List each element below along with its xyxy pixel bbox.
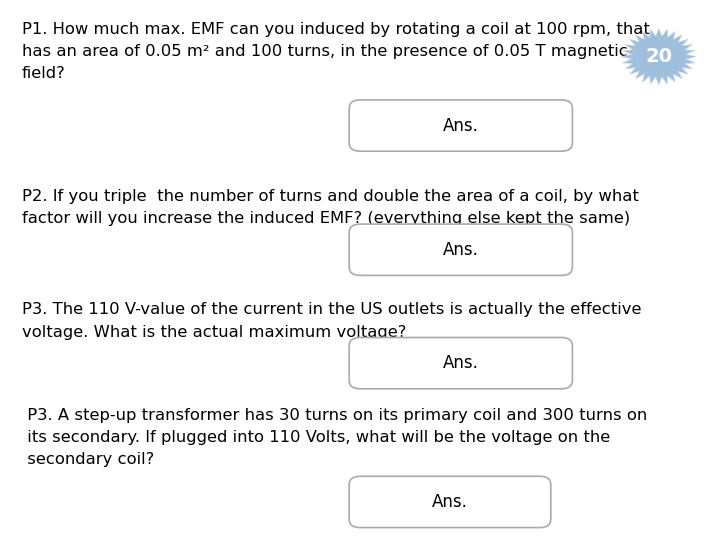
FancyBboxPatch shape: [349, 476, 551, 528]
Text: Ans.: Ans.: [443, 117, 479, 134]
Text: P3. The 110 V-value of the current in the US outlets is actually the effective
v: P3. The 110 V-value of the current in th…: [22, 302, 641, 340]
Text: Ans.: Ans.: [432, 493, 468, 511]
Text: Ans.: Ans.: [443, 354, 479, 372]
Polygon shape: [621, 29, 696, 85]
Text: 20: 20: [645, 47, 672, 66]
Text: P2. If you triple  the number of turns and double the area of a coil, by what
fa: P2. If you triple the number of turns an…: [22, 189, 639, 226]
FancyBboxPatch shape: [349, 338, 572, 389]
Text: P3. A step-up transformer has 30 turns on its primary coil and 300 turns on
 its: P3. A step-up transformer has 30 turns o…: [22, 408, 647, 467]
Text: Ans.: Ans.: [443, 241, 479, 259]
FancyBboxPatch shape: [349, 224, 572, 275]
Text: P1. How much max. EMF can you induced by rotating a coil at 100 rpm, that
has an: P1. How much max. EMF can you induced by…: [22, 22, 649, 81]
FancyBboxPatch shape: [349, 100, 572, 151]
